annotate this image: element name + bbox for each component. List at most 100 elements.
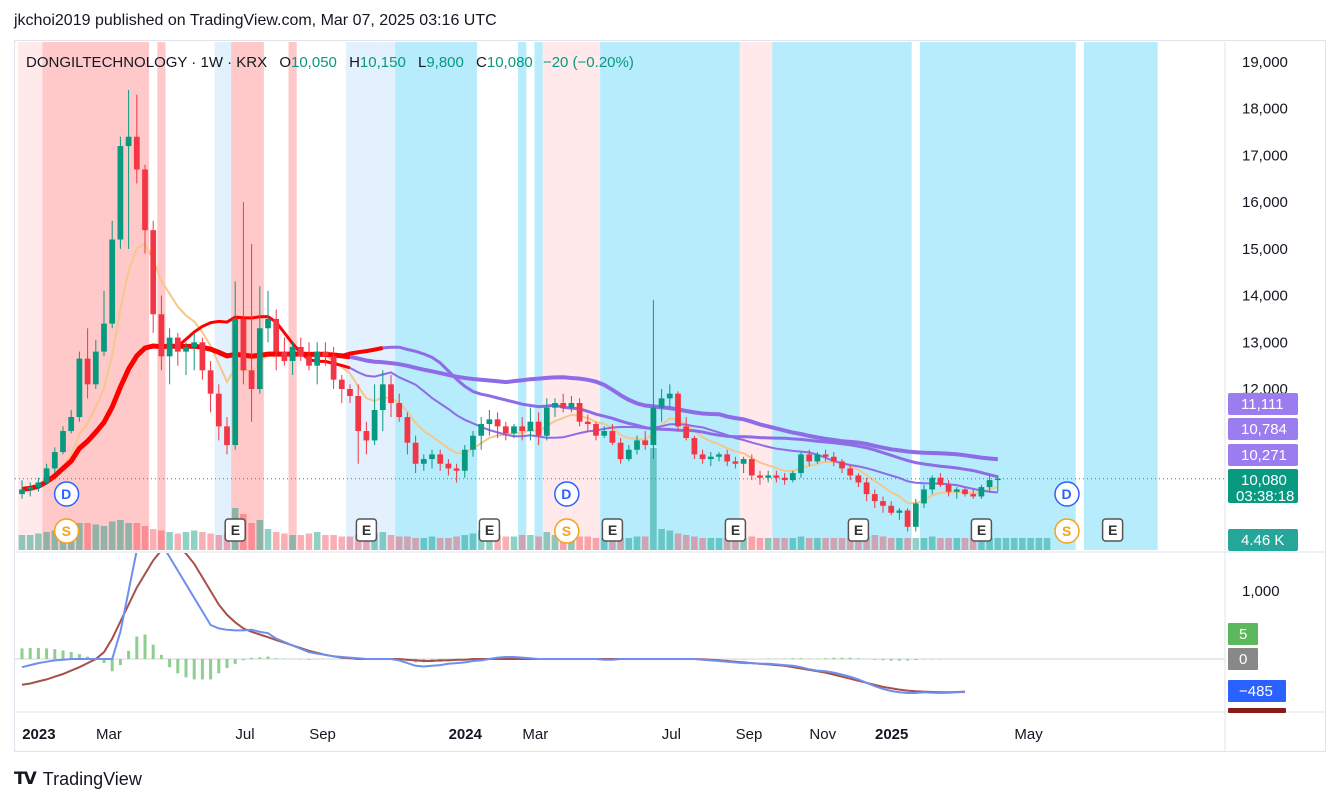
candle[interactable] bbox=[683, 417, 690, 441]
candle[interactable] bbox=[207, 360, 214, 413]
candle[interactable] bbox=[158, 295, 165, 371]
candle[interactable] bbox=[412, 435, 419, 474]
candle[interactable] bbox=[174, 332, 181, 366]
earnings-event-icon[interactable]: E bbox=[224, 518, 246, 542]
candle[interactable] bbox=[388, 374, 394, 418]
candle[interactable] bbox=[732, 456, 739, 469]
candle[interactable] bbox=[404, 412, 411, 455]
candle[interactable] bbox=[937, 473, 944, 488]
candle[interactable] bbox=[502, 421, 509, 441]
candle[interactable] bbox=[470, 431, 476, 457]
candle[interactable] bbox=[740, 456, 747, 474]
candle[interactable] bbox=[855, 473, 862, 488]
candle[interactable] bbox=[888, 501, 895, 516]
candle[interactable] bbox=[666, 384, 673, 408]
candle[interactable] bbox=[757, 470, 763, 485]
candle[interactable] bbox=[568, 396, 575, 413]
candle[interactable] bbox=[822, 449, 829, 462]
candle[interactable] bbox=[232, 281, 239, 450]
candle[interactable] bbox=[880, 496, 886, 513]
candle[interactable] bbox=[43, 463, 50, 485]
candle[interactable] bbox=[150, 220, 157, 333]
candle[interactable] bbox=[297, 337, 304, 361]
candle[interactable] bbox=[133, 94, 140, 184]
candle[interactable] bbox=[166, 328, 173, 385]
earnings-event-icon[interactable]: E bbox=[478, 518, 501, 542]
candle[interactable] bbox=[601, 426, 608, 439]
candle[interactable] bbox=[912, 498, 919, 532]
candle[interactable] bbox=[978, 484, 985, 499]
earnings-event-icon[interactable]: E bbox=[601, 518, 624, 542]
candle[interactable] bbox=[896, 508, 903, 520]
candle[interactable] bbox=[830, 452, 837, 467]
candle[interactable] bbox=[584, 414, 591, 432]
candle[interactable] bbox=[519, 417, 526, 441]
candle[interactable] bbox=[486, 410, 493, 436]
candle[interactable] bbox=[617, 438, 624, 464]
candle[interactable] bbox=[215, 384, 222, 441]
candle[interactable] bbox=[806, 449, 813, 467]
candle[interactable] bbox=[338, 374, 345, 404]
candle[interactable] bbox=[699, 449, 706, 464]
candle[interactable] bbox=[453, 463, 460, 483]
candle[interactable] bbox=[265, 290, 271, 343]
candle[interactable] bbox=[142, 164, 148, 254]
candle[interactable] bbox=[724, 449, 731, 467]
symbol-name[interactable]: DONGILTECHNOLOGY · 1W · KRX bbox=[26, 54, 268, 71]
candle[interactable] bbox=[76, 351, 83, 422]
candle[interactable] bbox=[125, 90, 132, 249]
candle[interactable] bbox=[642, 431, 649, 450]
candle[interactable] bbox=[625, 445, 632, 462]
candle[interactable] bbox=[634, 435, 640, 455]
candle[interactable] bbox=[863, 477, 870, 502]
candle[interactable] bbox=[511, 424, 517, 439]
candle[interactable] bbox=[847, 466, 854, 481]
footer-brand[interactable]: TV TradingView bbox=[14, 768, 142, 790]
candle[interactable] bbox=[183, 342, 189, 375]
dividend-event-icon[interactable]: D bbox=[554, 481, 580, 507]
candle[interactable] bbox=[773, 470, 780, 483]
candle[interactable] bbox=[27, 482, 34, 497]
candle[interactable] bbox=[240, 202, 247, 385]
candle[interactable] bbox=[445, 459, 452, 476]
candle[interactable] bbox=[921, 484, 927, 509]
candle[interactable] bbox=[945, 480, 952, 497]
candle[interactable] bbox=[543, 398, 550, 441]
earnings-event-icon[interactable]: E bbox=[355, 518, 378, 542]
candle[interactable] bbox=[781, 473, 788, 485]
earnings-event-icon[interactable]: E bbox=[1101, 518, 1124, 542]
candle[interactable] bbox=[986, 475, 993, 492]
candle[interactable] bbox=[994, 475, 1001, 492]
candle[interactable] bbox=[478, 417, 485, 450]
candle[interactable] bbox=[560, 393, 567, 413]
candle[interactable] bbox=[347, 384, 353, 404]
candle[interactable] bbox=[535, 412, 542, 446]
candle[interactable] bbox=[429, 449, 435, 469]
candle[interactable] bbox=[929, 475, 936, 495]
candle[interactable] bbox=[117, 136, 124, 249]
candle[interactable] bbox=[953, 487, 960, 499]
candle[interactable] bbox=[970, 489, 977, 499]
candle[interactable] bbox=[576, 398, 583, 427]
candle[interactable] bbox=[789, 470, 796, 483]
candle[interactable] bbox=[962, 487, 968, 497]
candle[interactable] bbox=[527, 407, 534, 441]
earnings-event-icon[interactable]: E bbox=[724, 518, 747, 542]
candle[interactable] bbox=[256, 286, 263, 394]
split-event-icon[interactable]: S bbox=[1054, 518, 1080, 544]
candle[interactable] bbox=[593, 421, 599, 441]
candle[interactable] bbox=[306, 342, 312, 371]
candle[interactable] bbox=[396, 393, 403, 422]
candle[interactable] bbox=[707, 452, 714, 467]
candle[interactable] bbox=[675, 391, 681, 432]
candle[interactable] bbox=[281, 337, 288, 366]
candle[interactable] bbox=[191, 332, 198, 371]
candle[interactable] bbox=[273, 309, 280, 371]
candle[interactable] bbox=[798, 452, 804, 478]
candle[interactable] bbox=[199, 337, 206, 380]
candle[interactable] bbox=[650, 300, 657, 460]
candle[interactable] bbox=[314, 342, 321, 385]
candle[interactable] bbox=[19, 480, 25, 499]
dividend-event-icon[interactable]: D bbox=[53, 481, 80, 507]
